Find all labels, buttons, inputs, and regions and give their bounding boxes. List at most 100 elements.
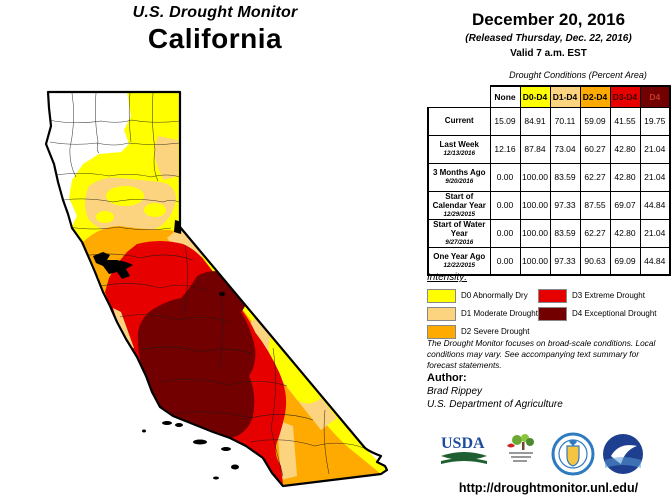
table-header-row: None D0-D4 D1-D4 D2-D4 D3-D4 D4 bbox=[428, 85, 671, 108]
cell: 62.27 bbox=[579, 162, 611, 192]
cell: 70.11 bbox=[549, 106, 581, 136]
cell: 42.80 bbox=[609, 134, 641, 164]
cell: 90.63 bbox=[579, 246, 611, 276]
noaa-logo bbox=[603, 434, 643, 474]
cell: 44.84 bbox=[639, 190, 671, 220]
map-title-block: U.S. Drought Monitor California bbox=[20, 4, 410, 55]
d1-swatch bbox=[427, 307, 456, 321]
info-panel: December 20, 2016 (Released Thursday, De… bbox=[425, 0, 672, 504]
cell: 100.00 bbox=[519, 190, 551, 220]
map-date: December 20, 2016 bbox=[471, 10, 626, 29]
cell: 44.84 bbox=[639, 246, 671, 276]
report-title: U.S. Drought Monitor bbox=[132, 4, 298, 21]
table-row: Last Week 12/13/2016 12.16 87.84 73.04 60… bbox=[427, 134, 671, 164]
col-header-d3d4: D3-D4 bbox=[609, 85, 641, 108]
cell: 62.27 bbox=[579, 218, 611, 248]
col-header-d1d4: D1-D4 bbox=[549, 85, 581, 108]
row-label: Last Week bbox=[439, 140, 479, 150]
california-drought-map bbox=[44, 90, 389, 488]
ndmc-logo bbox=[507, 434, 534, 462]
release-date: (Released Thursday, Dec. 22, 2016) bbox=[465, 33, 632, 44]
legend-label: D1 Moderate Drought bbox=[461, 309, 538, 318]
row-label: Start of Water Year bbox=[433, 219, 486, 238]
cell: 83.59 bbox=[549, 162, 581, 192]
san-francisco-bay bbox=[93, 252, 133, 279]
row-date: 9/27/2016 bbox=[445, 239, 474, 247]
cell: 21.04 bbox=[639, 134, 671, 164]
d0-wedge-east bbox=[268, 336, 321, 404]
col-header-none: None bbox=[489, 85, 521, 108]
cell: 73.04 bbox=[549, 134, 581, 164]
d3-swatch bbox=[538, 289, 567, 303]
cell: 12.16 bbox=[489, 134, 521, 164]
table-row: 3 Months Ago 9/20/2016 0.00 100.00 83.59 … bbox=[427, 162, 671, 192]
cell: 41.55 bbox=[609, 106, 641, 136]
unl-seal-logo bbox=[551, 432, 595, 476]
table-row: Start of Calendar Year 12/29/2015 0.00 10… bbox=[427, 190, 671, 220]
cell: 21.04 bbox=[639, 218, 671, 248]
state-outline bbox=[44, 90, 389, 488]
author-name: Brad Rippey bbox=[427, 386, 483, 397]
table-caption: Drought Conditions (Percent Area) bbox=[509, 70, 647, 80]
cell: 21.04 bbox=[639, 162, 671, 192]
table-corner-cell bbox=[428, 86, 490, 107]
d2-swatch bbox=[427, 325, 456, 339]
row-label: 3 Months Ago bbox=[432, 168, 486, 178]
cell: 69.09 bbox=[609, 246, 641, 276]
cell: 97.33 bbox=[549, 246, 581, 276]
table-row: Current 15.09 84.91 70.11 59.09 41.55 19… bbox=[427, 106, 671, 136]
disclaimer-text: The Drought Monitor focuses on broad-sca… bbox=[427, 338, 656, 370]
cell: 97.33 bbox=[549, 190, 581, 220]
cell: 0.00 bbox=[489, 190, 521, 220]
legend-label: D0 Abnormally Dry bbox=[461, 291, 528, 300]
col-header-d4: D4 bbox=[639, 85, 671, 108]
legend-label: D3 Extreme Drought bbox=[572, 291, 645, 300]
droughtmonitor-url[interactable]: http://droughtmonitor.unl.edu/ bbox=[458, 481, 639, 495]
legend-label: D2 Severe Drought bbox=[461, 327, 530, 336]
cell: 0.00 bbox=[489, 246, 521, 276]
cell: 100.00 bbox=[519, 218, 551, 248]
cell: 87.84 bbox=[519, 134, 551, 164]
logo-row: USDA bbox=[425, 430, 672, 478]
d4-region bbox=[137, 271, 256, 439]
cell: 100.00 bbox=[519, 246, 551, 276]
cell: 15.09 bbox=[489, 106, 521, 136]
table-row: Start of Water Year 9/27/2016 0.00 100.00… bbox=[427, 218, 671, 248]
legend-heading: Intensity: bbox=[427, 272, 468, 283]
row-date: 12/13/2016 bbox=[443, 150, 475, 158]
report-state-title: California bbox=[147, 23, 283, 54]
col-header-d2d4: D2-D4 bbox=[579, 85, 611, 108]
row-date: 9/20/2016 bbox=[445, 178, 474, 186]
cell: 83.59 bbox=[549, 218, 581, 248]
cell: 84.91 bbox=[519, 106, 551, 136]
cell: 42.80 bbox=[609, 162, 641, 192]
county-boundaries bbox=[47, 92, 368, 477]
author-org: U.S. Department of Agriculture bbox=[427, 399, 563, 410]
valid-time: Valid 7 a.m. EST bbox=[510, 48, 587, 59]
cell: 87.55 bbox=[579, 190, 611, 220]
svg-text:USDA: USDA bbox=[441, 435, 485, 452]
cell: 69.07 bbox=[609, 190, 641, 220]
cell: 100.00 bbox=[519, 162, 551, 192]
author-heading: Author: bbox=[427, 372, 467, 384]
channel-islands bbox=[142, 421, 239, 480]
d1-region-northeast bbox=[154, 136, 178, 180]
row-date: 12/22/2015 bbox=[443, 262, 475, 270]
mono-lake bbox=[219, 292, 225, 296]
table-row: One Year Ago 12/22/2015 0.00 100.00 97.33… bbox=[427, 246, 671, 276]
usda-logo: USDA bbox=[441, 435, 487, 464]
row-label: One Year Ago bbox=[433, 252, 486, 262]
d0-patch bbox=[144, 203, 166, 217]
cell: 60.27 bbox=[579, 134, 611, 164]
d0-patch bbox=[96, 211, 114, 223]
col-header-d0d4: D0-D4 bbox=[519, 85, 551, 108]
cell: 59.09 bbox=[579, 106, 611, 136]
legend-label: D4 Exceptional Drought bbox=[572, 309, 657, 318]
d1-strip-southeast bbox=[277, 420, 297, 480]
row-date: 12/29/2015 bbox=[443, 211, 475, 219]
cell: 42.80 bbox=[609, 218, 641, 248]
row-label: Start of Calendar Year bbox=[432, 191, 486, 210]
d0-swatch bbox=[427, 289, 456, 303]
row-label: Current bbox=[444, 116, 474, 126]
